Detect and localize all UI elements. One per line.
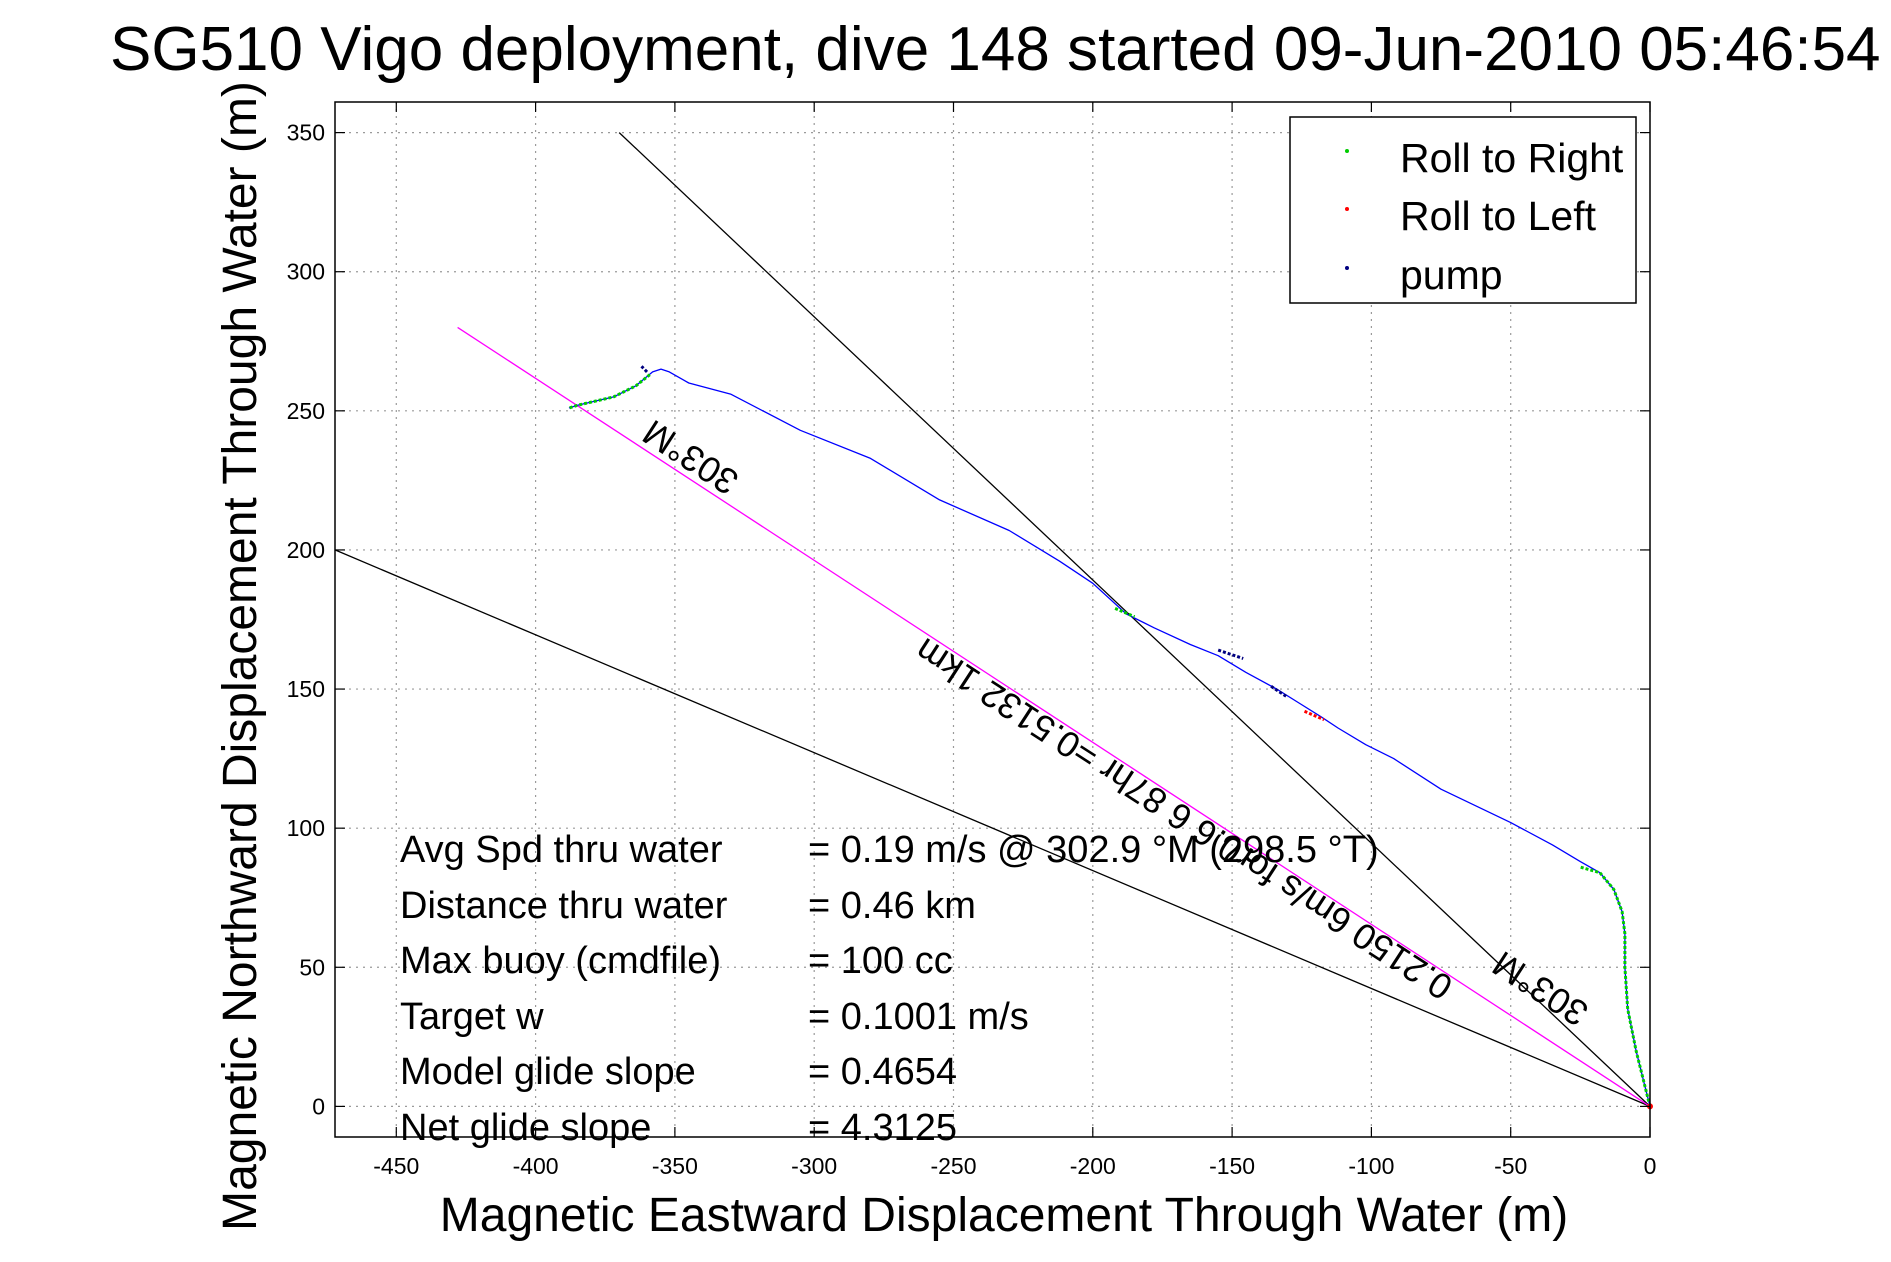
stat-label-max-buoy: Max buoy (cmdfile) bbox=[400, 940, 721, 982]
y-tick-label: 0 bbox=[312, 1093, 325, 1119]
x-tick-label: -50 bbox=[1494, 1153, 1527, 1179]
roll-right-segment bbox=[1579, 865, 1652, 1107]
annotations: 303°M 303°M 0.2150 6m/s for0.6 6 87hr =0.5… bbox=[635, 412, 1595, 1035]
y-tick-label: 250 bbox=[287, 398, 325, 424]
grid bbox=[335, 102, 1650, 1137]
roll-right-segment bbox=[1114, 607, 1136, 619]
x-tick-label: -250 bbox=[930, 1153, 976, 1179]
legend-label-roll-right: Roll to Right bbox=[1400, 135, 1624, 181]
stat-label-model-glide: Model glide slope bbox=[400, 1051, 696, 1093]
heading-annotation: 0.2150 6m/s for0.6 6 87hr =0.5132 1km bbox=[908, 630, 1460, 1008]
reference-line bbox=[334, 549, 1651, 1107]
reference-line bbox=[457, 326, 1651, 1107]
pump-segment bbox=[1270, 685, 1289, 699]
x-tick-label: -200 bbox=[1070, 1153, 1116, 1179]
plot-area-border bbox=[334, 101, 1651, 1138]
x-tick-label: -150 bbox=[1209, 1153, 1255, 1179]
y-tick-label: 350 bbox=[287, 120, 325, 146]
dive-statistics: Avg Spd thru water = 0.19 m/s @ 302.9 °M… bbox=[400, 829, 1379, 1149]
axis-ticks: -450 -400 -350 -300 -250 -200 -150 -100 -50 0 0 50 1… bbox=[287, 102, 1657, 1179]
stat-label-distance: Distance thru water bbox=[400, 885, 728, 927]
stat-label-net-glide: Net glide slope bbox=[400, 1107, 651, 1149]
x-tick-label: -100 bbox=[1348, 1153, 1394, 1179]
y-tick-label: 200 bbox=[287, 537, 325, 563]
y-tick-label: 300 bbox=[287, 259, 325, 285]
stat-value-model-glide: = 0.4654 bbox=[808, 1051, 957, 1093]
y-tick-label: 100 bbox=[287, 815, 325, 841]
legend-marker-roll-left bbox=[1345, 207, 1349, 211]
legend-marker-roll-right bbox=[1345, 149, 1349, 153]
stat-label-avg-speed: Avg Spd thru water bbox=[400, 829, 723, 871]
pump-segment bbox=[640, 365, 649, 373]
chart-title: SG510 Vigo deployment, dive 148 started … bbox=[110, 15, 1881, 84]
stat-value-distance: = 0.46 km bbox=[808, 885, 976, 927]
y-tick-label: 50 bbox=[299, 954, 325, 980]
reference-line bbox=[618, 132, 1651, 1107]
x-axis-label: Magnetic Eastward Displacement Through W… bbox=[440, 1189, 1568, 1242]
stat-value-max-buoy: = 100 cc bbox=[808, 940, 953, 982]
dive-track bbox=[568, 365, 1653, 1110]
heading-annotation: 303°M bbox=[1485, 943, 1595, 1034]
legend: Roll to Right Roll to Left pump bbox=[1289, 116, 1637, 304]
legend-label-roll-left: Roll to Left bbox=[1400, 193, 1597, 239]
stat-value-target-w: = 0.1001 m/s bbox=[808, 996, 1029, 1038]
legend-marker-pump bbox=[1345, 266, 1349, 270]
x-tick-label: -450 bbox=[373, 1153, 419, 1179]
roll-right-segment bbox=[568, 373, 651, 410]
pump-segment bbox=[1217, 648, 1244, 660]
y-tick-label: 150 bbox=[287, 676, 325, 702]
roll-left-segment bbox=[1303, 709, 1325, 722]
x-tick-label: -350 bbox=[652, 1153, 698, 1179]
reference-lines bbox=[334, 132, 1651, 1107]
legend-label-pump: pump bbox=[1400, 252, 1503, 298]
x-tick-label: -400 bbox=[513, 1153, 559, 1179]
y-axis-label: Magnetic Northward Displacement Through … bbox=[214, 81, 267, 1231]
x-tick-label: 0 bbox=[1644, 1153, 1657, 1179]
stat-value-avg-speed: = 0.19 m/s @ 302.9 °M (298.5 °T) bbox=[808, 829, 1379, 871]
heading-annotation: 303°M bbox=[635, 412, 745, 503]
stat-value-net-glide: = 4.3125 bbox=[808, 1107, 957, 1149]
stat-label-target-w: Target w bbox=[400, 996, 544, 1038]
x-tick-label: -300 bbox=[791, 1153, 837, 1179]
